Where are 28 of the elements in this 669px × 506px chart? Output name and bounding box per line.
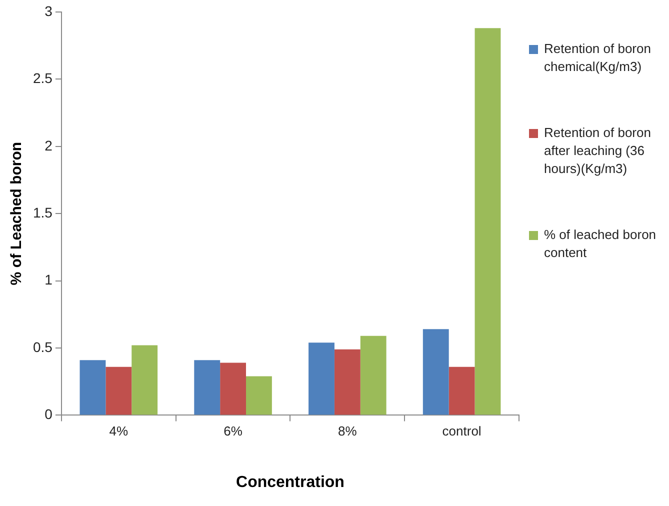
bar	[422, 329, 449, 415]
bar	[132, 345, 158, 415]
bar	[220, 362, 246, 415]
y-tick-label: 1	[44, 272, 53, 288]
bar	[308, 342, 334, 415]
y-tick-label: 2	[44, 137, 53, 154]
y-tick-label: 0.5	[32, 338, 53, 355]
y-tick-label: 3	[44, 2, 53, 19]
x-tick-label: 8%	[338, 424, 358, 439]
x-tick-label: 6%	[224, 424, 243, 439]
legend-label: Retention of boron chemical(Kg/m3)	[544, 40, 652, 76]
bar	[246, 376, 272, 415]
y-tick-label: 1.5	[32, 204, 53, 220]
x-tick-label: control	[442, 424, 482, 439]
bar	[194, 360, 220, 415]
y-axis-title: % of Leached boron	[8, 142, 26, 286]
bar	[80, 360, 106, 415]
bar	[474, 28, 501, 415]
y-tick-label: 0	[44, 406, 53, 422]
legend-label: Retention of boron after leaching (36 hours)(Kg/m3)	[544, 124, 652, 178]
y-tick-label: 2.5	[32, 70, 53, 86]
bar	[448, 366, 475, 415]
x-tick-label: 4%	[109, 424, 128, 439]
x-axis-title: Concentration	[236, 474, 344, 491]
bar	[334, 349, 360, 415]
bar	[106, 366, 132, 415]
bar	[360, 336, 386, 415]
legend-label: % of leached boron content	[544, 226, 658, 262]
